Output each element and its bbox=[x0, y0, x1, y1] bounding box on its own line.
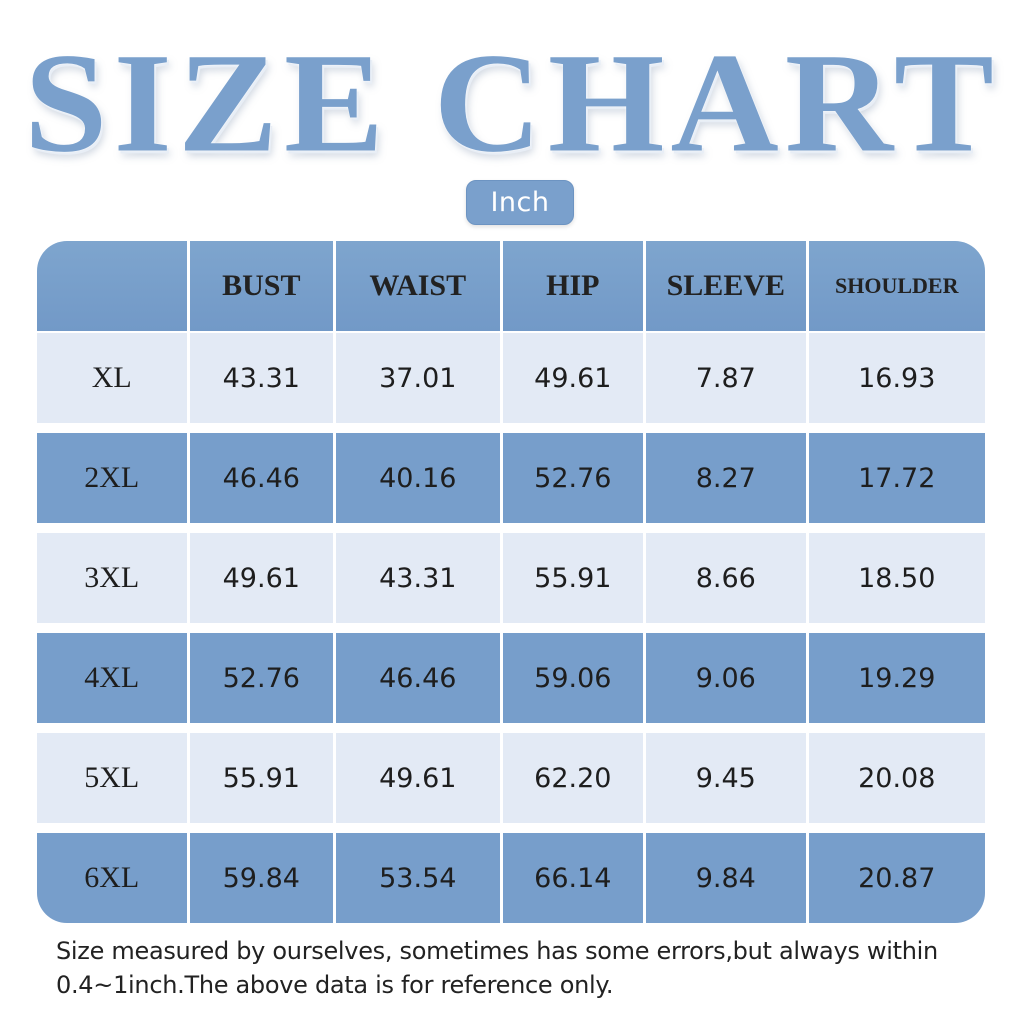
table-row: 3XL 49.61 43.31 55.91 8.66 18.50 bbox=[37, 533, 985, 623]
shoulder-value: 17.72 bbox=[808, 433, 985, 523]
header-cell-size bbox=[37, 241, 187, 331]
table-row: 5XL 55.91 49.61 62.20 9.45 20.08 bbox=[37, 733, 985, 823]
header-cell-waist: WAIST bbox=[336, 241, 500, 331]
sleeve-value: 8.27 bbox=[646, 433, 806, 523]
size-label: XL bbox=[37, 333, 187, 423]
bust-value: 43.31 bbox=[189, 333, 334, 423]
hip-value: 52.76 bbox=[502, 433, 644, 523]
table-row: XL 43.31 37.01 49.61 7.87 16.93 bbox=[37, 333, 985, 423]
bust-value: 46.46 bbox=[189, 433, 334, 523]
table-row: 6XL 59.84 53.54 66.14 9.84 20.87 bbox=[37, 833, 985, 923]
sleeve-value: 8.66 bbox=[646, 533, 806, 623]
sleeve-value: 9.45 bbox=[646, 733, 806, 823]
header-cell-shoulder: SHOULDER bbox=[808, 241, 985, 331]
bust-value: 49.61 bbox=[189, 533, 334, 623]
size-label: 3XL bbox=[37, 533, 187, 623]
waist-value: 43.31 bbox=[336, 533, 500, 623]
header-cell-bust: BUST bbox=[189, 241, 334, 331]
size-label: 5XL bbox=[37, 733, 187, 823]
size-label: 4XL bbox=[37, 633, 187, 723]
shoulder-value: 19.29 bbox=[808, 633, 985, 723]
bust-value: 59.84 bbox=[189, 833, 334, 923]
hip-value: 55.91 bbox=[502, 533, 644, 623]
table-row: 4XL 52.76 46.46 59.06 9.06 19.29 bbox=[37, 633, 985, 723]
waist-value: 53.54 bbox=[336, 833, 500, 923]
sleeve-value: 7.87 bbox=[646, 333, 806, 423]
waist-value: 49.61 bbox=[336, 733, 500, 823]
hip-value: 62.20 bbox=[502, 733, 644, 823]
page-title: SIZE CHART bbox=[24, 24, 1000, 182]
size-label: 6XL bbox=[37, 833, 187, 923]
size-label: 2XL bbox=[37, 433, 187, 523]
waist-value: 46.46 bbox=[336, 633, 500, 723]
shoulder-value: 20.08 bbox=[808, 733, 985, 823]
hip-value: 49.61 bbox=[502, 333, 644, 423]
shoulder-value: 20.87 bbox=[808, 833, 985, 923]
hip-value: 66.14 bbox=[502, 833, 644, 923]
shoulder-value: 18.50 bbox=[808, 533, 985, 623]
table-row: 2XL 46.46 40.16 52.76 8.27 17.72 bbox=[37, 433, 985, 523]
waist-value: 37.01 bbox=[336, 333, 500, 423]
waist-value: 40.16 bbox=[336, 433, 500, 523]
sleeve-value: 9.84 bbox=[646, 833, 806, 923]
measurement-note: Size measured by ourselves, sometimes ha… bbox=[56, 937, 938, 999]
sleeve-value: 9.06 bbox=[646, 633, 806, 723]
unit-badge: Inch bbox=[466, 180, 574, 225]
header-cell-hip: HIP bbox=[502, 241, 644, 331]
hip-value: 59.06 bbox=[502, 633, 644, 723]
table-header-row: BUST WAIST HIP SLEEVE SHOULDER bbox=[37, 241, 985, 331]
bust-value: 52.76 bbox=[189, 633, 334, 723]
header-cell-sleeve: SLEEVE bbox=[646, 241, 806, 331]
shoulder-value: 16.93 bbox=[808, 333, 985, 423]
bust-value: 55.91 bbox=[189, 733, 334, 823]
